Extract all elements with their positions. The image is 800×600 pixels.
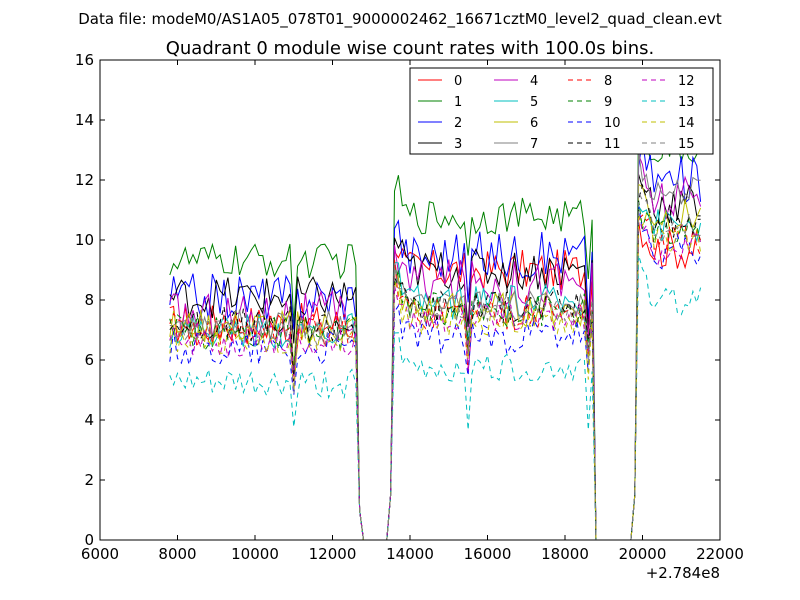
- x-tick-label: 16000: [464, 545, 512, 563]
- legend-label-2: 2: [454, 116, 462, 131]
- x-tick-label: 8000: [158, 545, 196, 563]
- series-line-2: [169, 138, 702, 540]
- legend-label-8: 8: [604, 74, 612, 89]
- legend-label-14: 14: [678, 116, 695, 131]
- x-tick-label: 20000: [619, 545, 667, 563]
- y-tick-label: 14: [75, 111, 94, 129]
- legend-label-5: 5: [530, 95, 538, 110]
- y-tick-label: 16: [75, 51, 94, 69]
- series-line-13: [169, 254, 702, 540]
- legend-label-12: 12: [678, 74, 695, 89]
- series-line-6: [169, 183, 702, 540]
- legend-label-11: 11: [604, 137, 621, 152]
- series-layer: [169, 109, 702, 540]
- suptitle: Data file: modeM0/AS1A05_078T01_90000024…: [78, 10, 722, 29]
- x-tick-label: 10000: [231, 545, 279, 563]
- x-offset-label: +2.784e8: [646, 564, 720, 582]
- series-line-0: [169, 221, 702, 540]
- x-tick-label: 6000: [81, 545, 119, 563]
- series-line-5: [169, 204, 702, 540]
- series-line-9: [169, 200, 702, 540]
- legend-label-10: 10: [604, 116, 621, 131]
- legend-label-9: 9: [604, 95, 612, 110]
- legend-label-7: 7: [530, 137, 538, 152]
- series-line-7: [169, 150, 701, 540]
- ticks-layer: 6000 8000 10000 12000 14000 16000 18000 20000 22…: [75, 51, 744, 563]
- series-line-8: [169, 214, 702, 540]
- y-tick-label: 2: [84, 471, 94, 489]
- legend-label-13: 13: [678, 95, 695, 110]
- series-line-14: [169, 213, 702, 540]
- legend-label-15: 15: [678, 137, 695, 152]
- y-tick-label: 4: [84, 411, 94, 429]
- y-tick-label: 8: [84, 291, 94, 309]
- y-tick-label: 12: [75, 171, 94, 189]
- y-tick-label: 6: [84, 351, 94, 369]
- series-line-11: [169, 183, 701, 540]
- series-line-1: [169, 109, 702, 540]
- x-tick-label: 12000: [309, 545, 357, 563]
- legend-label-3: 3: [454, 137, 462, 152]
- legend-frame: [409, 67, 714, 155]
- x-tick-label: 22000: [696, 545, 744, 563]
- legend-label-0: 0: [454, 74, 462, 89]
- y-tick-label: 0: [84, 531, 94, 549]
- x-tick-label: 14000: [386, 545, 434, 563]
- y-tick-label: 10: [75, 231, 94, 249]
- x-tick-label: 18000: [541, 545, 589, 563]
- series-line-15: [169, 191, 701, 540]
- chart-title: Quadrant 0 module wise count rates with …: [166, 38, 655, 59]
- legend-label-4: 4: [530, 74, 538, 89]
- series-line-4: [169, 154, 702, 540]
- legend-label-1: 1: [454, 95, 462, 110]
- series-line-12: [169, 214, 702, 540]
- legend-label-6: 6: [530, 116, 538, 131]
- series-line-3: [169, 174, 701, 540]
